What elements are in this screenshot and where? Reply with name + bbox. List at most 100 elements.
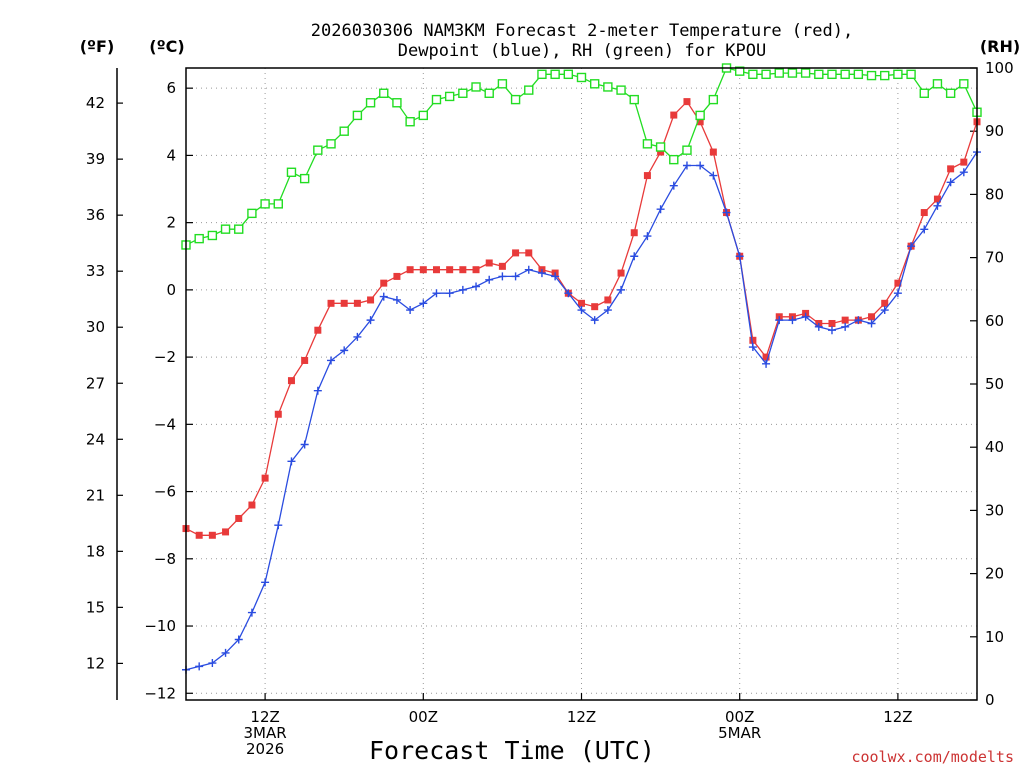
data-point [485,259,493,267]
data-point [590,316,599,325]
data-point [788,316,797,325]
data-point [669,181,678,190]
data-point [484,88,494,98]
data-point [327,356,336,365]
celsius-tick-label: 0 [166,281,176,299]
fahrenheit-tick-label: 39 [86,150,105,168]
data-point [577,306,586,315]
fahrenheit-tick-label: 30 [86,318,105,336]
data-point [589,79,600,89]
rh-tick-label: 20 [985,565,1004,583]
celsius-tick-label: −8 [154,550,176,568]
rh-tick-label: 40 [985,438,1004,456]
data-point [841,316,849,324]
data-point [841,322,850,331]
data-point [208,659,217,668]
data-point [313,386,322,395]
data-point [854,316,863,325]
data-point [604,296,612,304]
data-point [406,306,415,315]
rh-tick-label: 30 [985,501,1004,519]
data-point [446,266,454,274]
data-point [418,110,428,121]
data-point [827,69,837,80]
data-point [576,72,587,83]
data-point [642,139,653,149]
data-point [960,158,968,166]
data-point [827,326,836,335]
data-point [511,272,520,281]
data-point [682,161,691,170]
data-point [524,265,533,274]
celsius-tick-label: −6 [154,483,176,501]
data-point [946,178,955,187]
data-point [471,82,481,92]
data-point [657,148,665,156]
data-point [287,377,295,385]
data-point [458,285,467,294]
data-point [563,69,574,80]
data-point [749,336,757,344]
data-point [629,94,639,105]
rh-tick-label: 0 [985,691,995,709]
celsius-axis-ticks: −12 −10 −8 −6 −4 −2 0 2 4 6 [144,79,193,702]
celsius-tick-label: −10 [144,617,176,635]
data-point [512,249,520,257]
data-point [510,94,521,105]
data-point [353,332,362,341]
data-point [880,306,889,315]
series-line [185,151,978,671]
data-point [353,299,361,307]
data-point [722,208,731,217]
data-point [234,635,243,644]
data-point [866,70,877,81]
data-point [683,98,691,106]
data-point [670,111,678,119]
data-point [933,201,942,210]
data-point [907,242,916,251]
data-point [445,289,454,298]
data-point [458,88,468,98]
data-point [299,173,310,184]
data-point [444,91,455,102]
data-point [432,266,440,274]
fahrenheit-tick-label: 27 [86,374,105,392]
data-point [326,139,336,149]
data-point [380,279,388,287]
data-point [247,208,257,219]
data-point [431,94,442,105]
data-point [868,313,876,321]
data-point [814,322,823,331]
data-point [643,232,652,241]
data-point [617,269,625,277]
data-point [247,608,256,617]
data-point [578,299,585,307]
data-point [893,289,902,298]
data-point [352,110,363,121]
data-point [261,474,269,482]
data-point [696,161,705,170]
data-point [248,501,256,509]
data-point [195,531,203,539]
data-point [669,154,679,165]
data-point [314,326,322,334]
data-point [313,145,323,155]
data-point [920,209,928,217]
data-point [919,88,929,98]
data-point [405,117,415,127]
data-point [603,82,613,92]
data-point [392,295,401,304]
data-point [392,98,402,108]
data-point [696,118,704,126]
data-point [695,110,705,121]
data-point [748,343,757,352]
data-point [497,79,508,89]
data-point [472,282,481,291]
celsius-tick-label: −2 [154,348,176,366]
credit-text: coolwx.com/modelts [851,748,1014,766]
x-axis-title: Forecast Time (UTC) [369,736,655,765]
celsius-tick-label: −12 [144,684,176,702]
data-point [762,353,770,361]
data-point [828,319,836,327]
